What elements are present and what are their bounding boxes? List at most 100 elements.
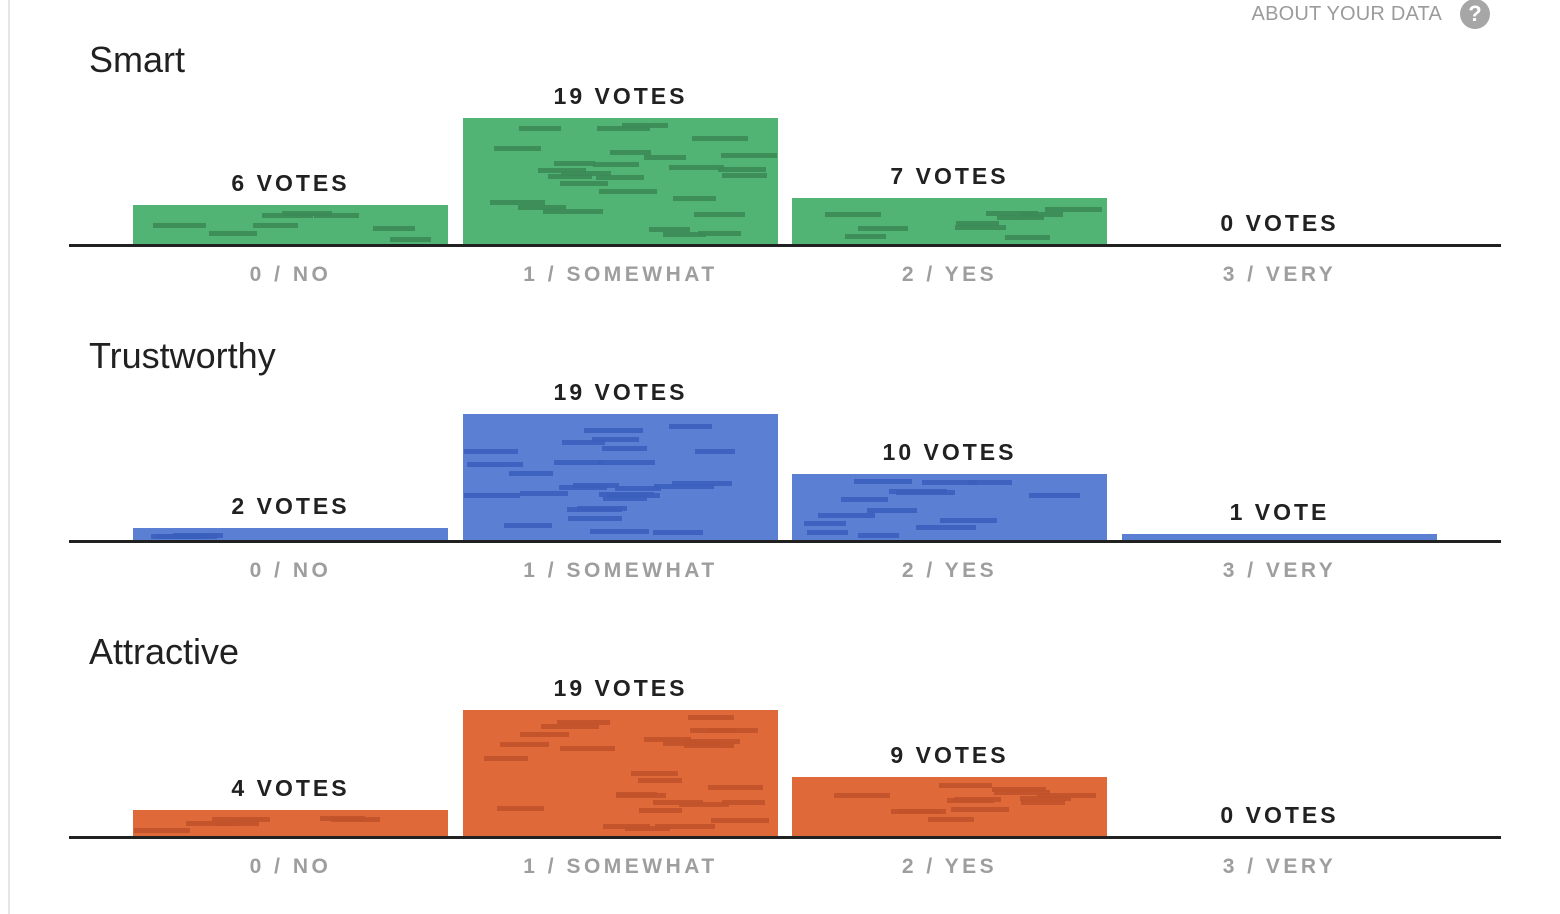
vote-mark [695, 449, 735, 454]
vote-mark [1045, 207, 1102, 212]
vote-mark [520, 491, 568, 496]
bar-group [792, 198, 1107, 245]
vote-mark [638, 778, 682, 783]
vote-mark [644, 737, 691, 742]
vote-mark [560, 746, 615, 751]
vote-mark [494, 146, 541, 151]
vote-mark [562, 440, 605, 445]
vote-mark [672, 481, 732, 486]
bar-value-label: 6 VOTES [231, 170, 349, 196]
vote-mark [573, 483, 619, 488]
category-tick-label: 1 / SOMEWHAT [523, 263, 717, 286]
category-tick-label: 3 / VERY [1223, 559, 1337, 582]
vote-mark [557, 720, 610, 725]
vote-mark [464, 493, 520, 498]
vote-mark [722, 800, 765, 805]
vote-mark [669, 165, 724, 170]
vote-mark [928, 817, 974, 822]
vote-mark [1037, 793, 1096, 798]
bar-value-label: 10 VOTES [883, 439, 1017, 465]
vote-mark [655, 824, 715, 829]
about-your-data-link[interactable]: ABOUT YOUR DATA ? [1251, 0, 1490, 29]
category-tick-label: 2 / YES [902, 263, 997, 286]
about-your-data-label: ABOUT YOUR DATA [1251, 2, 1442, 25]
vote-mark [592, 437, 639, 442]
bar-value-label: 19 VOTES [554, 379, 688, 405]
vote-mark [947, 798, 994, 803]
vote-mark [644, 155, 686, 160]
vote-mark [509, 471, 553, 476]
bar-value-label: 1 VOTE [1230, 499, 1330, 525]
vote-mark [314, 213, 359, 218]
vote-mark [615, 486, 661, 491]
vote-mark [1029, 493, 1080, 498]
vote-mark [320, 816, 365, 821]
vote-mark [654, 484, 714, 489]
bar-value-label: 2 VOTES [231, 493, 349, 519]
vote-mark [694, 212, 745, 217]
bar-group [792, 777, 1107, 837]
vote-mark [818, 513, 875, 518]
bar-group [133, 528, 448, 541]
vote-mark [986, 211, 1038, 216]
vote-mark [955, 225, 1006, 230]
vote-mark [951, 807, 1009, 812]
vote-mark [841, 497, 888, 502]
bar-value-label: 19 VOTES [554, 675, 688, 701]
vote-mark [209, 231, 257, 236]
vote-mark [845, 234, 886, 239]
vote-mark [684, 743, 734, 748]
question-circle-icon[interactable]: ? [1460, 0, 1490, 29]
vote-mark [520, 732, 569, 737]
vote-mark [916, 525, 976, 530]
vote-mark [997, 215, 1044, 220]
vote-mark [561, 171, 611, 176]
bar-value-label: 7 VOTES [890, 163, 1008, 189]
vote-mark [825, 212, 881, 217]
bar-group [1122, 534, 1437, 541]
vote-mark [639, 808, 682, 813]
vote-mark [554, 161, 595, 166]
vote-mark [858, 533, 899, 538]
category-tick-label: 0 / NO [250, 559, 332, 582]
vote-mark [622, 123, 668, 128]
bar-group [463, 414, 778, 541]
vote-mark [673, 196, 716, 201]
vote-mark [992, 787, 1046, 792]
vote-mark [390, 237, 431, 242]
bar-chart-svg: 4 VOTES 0 / NO 19 VOTES 1 / SOMEWHAT 9 VOTES… [69, 675, 1501, 878]
vote-mark [718, 167, 766, 172]
vote-mark [497, 806, 544, 811]
vote-mark [602, 446, 647, 451]
category-tick-label: 0 / NO [250, 263, 332, 286]
vote-mark [467, 462, 523, 467]
vote-mark [688, 715, 734, 720]
category-tick-label: 1 / SOMEWHAT [523, 855, 717, 878]
category-tick-label: 3 / VERY [1223, 855, 1337, 878]
vote-mark [1021, 800, 1065, 805]
category-tick-label: 1 / SOMEWHAT [523, 559, 717, 582]
vote-mark [543, 209, 603, 214]
vote-mark [956, 221, 999, 226]
bar-chart-svg: 6 VOTES 0 / NO 19 VOTES 1 / SOMEWHAT 7 VOTES… [69, 83, 1501, 286]
vote-mark [597, 126, 650, 131]
vote-mark [968, 480, 1012, 485]
vote-mark [599, 189, 657, 194]
vote-mark [858, 226, 908, 231]
vote-mark [373, 226, 415, 231]
bar-group [792, 474, 1107, 541]
vote-mark [1005, 235, 1050, 240]
vote-mark [940, 518, 997, 523]
vote-mark [212, 817, 270, 822]
vote-mark [939, 783, 992, 788]
category-tick-label: 3 / VERY [1223, 263, 1337, 286]
vote-mark [567, 507, 622, 512]
vote-mark [596, 175, 644, 180]
vote-mark [134, 828, 190, 833]
category-tick-label: 0 / NO [250, 855, 332, 878]
vote-mark [593, 162, 639, 167]
vote-mark [807, 530, 848, 535]
vote-mark [584, 428, 643, 433]
bar-value-label: 19 VOTES [554, 83, 688, 109]
vote-mark [186, 821, 234, 826]
